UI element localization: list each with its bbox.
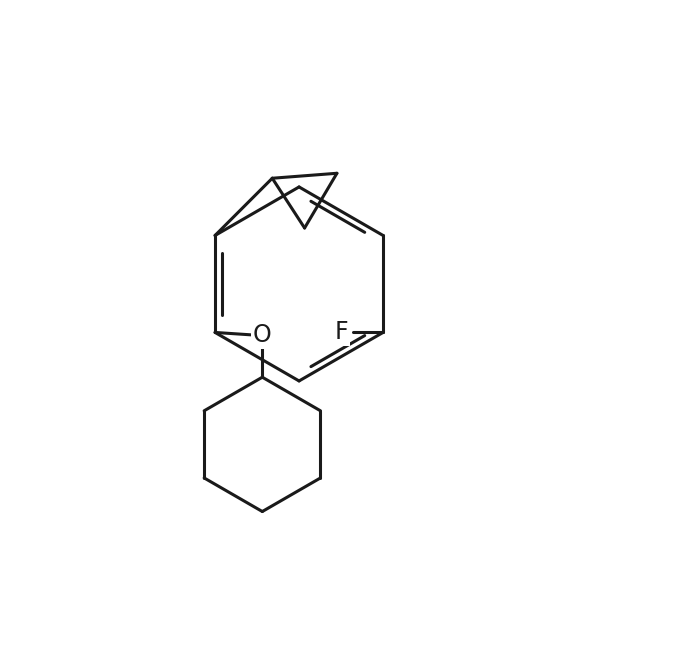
Text: O: O [253,323,272,347]
Text: F: F [335,320,349,344]
